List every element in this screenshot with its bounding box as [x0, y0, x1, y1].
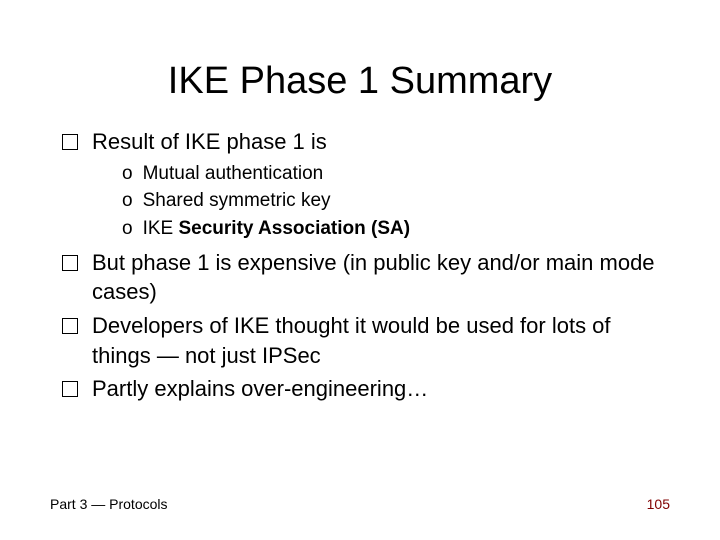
- bullet-level2: o Shared symmetric key: [122, 188, 670, 214]
- circle-bullet-icon: o: [122, 161, 133, 187]
- bullet-level1: Result of IKE phase 1 is: [62, 127, 670, 157]
- text-run: Part 3: [50, 496, 91, 512]
- dash-icon: —: [91, 496, 105, 512]
- square-bullet-icon: [62, 381, 78, 397]
- circle-bullet-icon: o: [122, 216, 133, 242]
- text-run: not just IPSec: [179, 343, 321, 368]
- circle-bullet-icon: o: [122, 188, 133, 214]
- text-run: IKE: [143, 218, 179, 239]
- square-bullet-icon: [62, 255, 78, 271]
- bullet-level1: But phase 1 is expensive (in public key …: [62, 248, 670, 307]
- slide: IKE Phase 1 Summary Result of IKE phase …: [0, 0, 720, 540]
- text-run-bold: Security Association (SA): [178, 218, 410, 239]
- footer-left: Part 3 — Protocols: [50, 496, 168, 512]
- bullet-text: But phase 1 is expensive (in public key …: [92, 248, 670, 307]
- square-bullet-icon: [62, 318, 78, 334]
- text-run: Protocols: [105, 496, 167, 512]
- bullet-level1: Developers of IKE thought it would be us…: [62, 311, 670, 370]
- bullet-text: Result of IKE phase 1 is: [92, 127, 670, 157]
- bullet-level2: o Mutual authentication: [122, 161, 670, 187]
- bullet-text: Partly explains over-engineering…: [92, 374, 670, 404]
- sub-bullet-group: o Mutual authentication o Shared symmetr…: [122, 161, 670, 242]
- slide-title: IKE Phase 1 Summary: [50, 60, 670, 103]
- bullet-text: Developers of IKE thought it would be us…: [92, 311, 670, 370]
- slide-footer: Part 3 — Protocols 105: [50, 496, 670, 512]
- dash-icon: —: [157, 343, 179, 368]
- bullet-level2: o IKE Security Association (SA): [122, 216, 670, 242]
- bullet-text: Mutual authentication: [143, 161, 324, 187]
- bullet-text: Shared symmetric key: [143, 188, 331, 214]
- bullet-text: IKE Security Association (SA): [143, 216, 410, 242]
- bullet-level1: Partly explains over-engineering…: [62, 374, 670, 404]
- square-bullet-icon: [62, 134, 78, 150]
- slide-body: Result of IKE phase 1 is o Mutual authen…: [62, 127, 670, 404]
- page-number: 105: [647, 496, 670, 512]
